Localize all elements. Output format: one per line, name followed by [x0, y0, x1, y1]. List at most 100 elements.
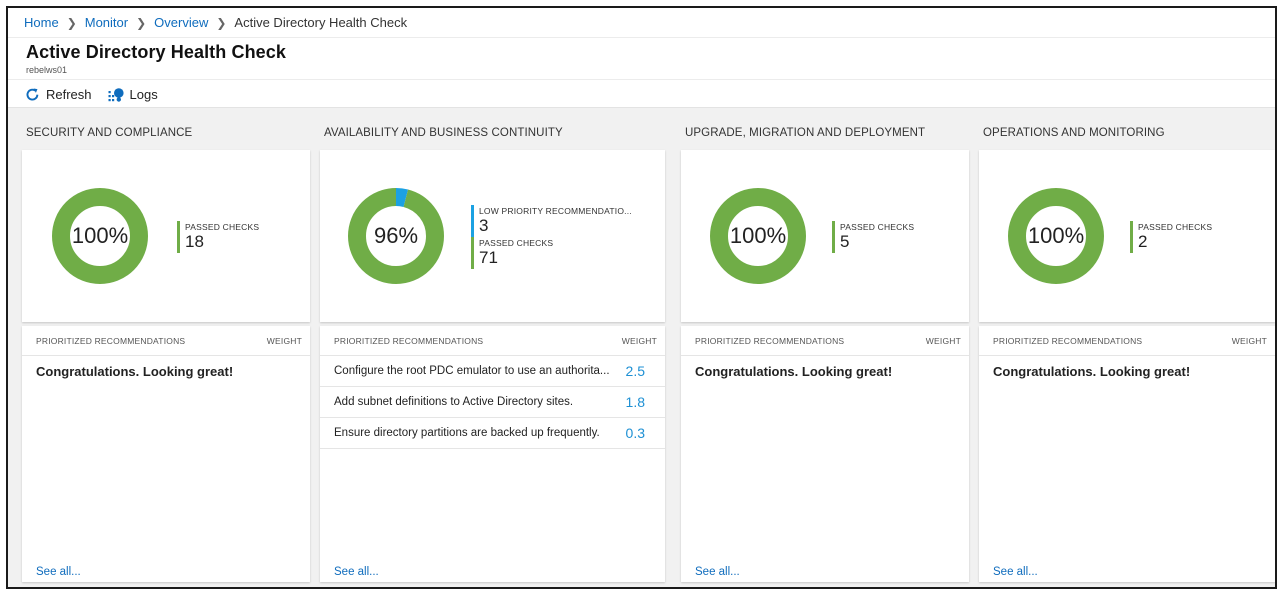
page-subtitle: rebelws01	[26, 65, 68, 75]
recommendation-row[interactable]: Ensure directory partitions are backed u…	[320, 418, 665, 449]
recommendation-text: Add subnet definitions to Active Directo…	[334, 396, 574, 408]
title-block: Active Directory Health Check rebelws01	[8, 38, 1275, 80]
health-sections: SECURITY AND COMPLIANCE 100% PASSED CHEC…	[8, 122, 1275, 587]
toolbar: Refresh Logs	[8, 80, 1275, 108]
app-frame: Home ❯ Monitor ❯ Overview ❯ Active Direc…	[6, 6, 1277, 589]
legend-color-bar	[1130, 221, 1133, 253]
legend-passed-checks: PASSED CHECKS 18	[177, 221, 259, 253]
recommendations-card: PRIORITIZED RECOMMENDATIONS WEIGHT Congr…	[681, 326, 969, 582]
recommendation-text: Ensure directory partitions are backed u…	[334, 427, 600, 439]
congrats-message: Congratulations. Looking great!	[36, 364, 234, 379]
legend-label: LOW PRIORITY RECOMMENDATIO...	[479, 206, 632, 216]
breadcrumb-home[interactable]: Home	[24, 15, 59, 30]
legend-passed-checks: PASSED CHECKS 2	[1130, 221, 1213, 253]
donut-chart	[52, 188, 148, 284]
see-all-link[interactable]: See all...	[334, 566, 379, 578]
recommendation-text: Configure the root PDC emulator to use a…	[334, 365, 610, 377]
rec-header: PRIORITIZED RECOMMENDATIONS WEIGHT	[681, 326, 969, 356]
legend-value: 5	[840, 232, 850, 251]
chevron-right-icon: ❯	[216, 15, 227, 30]
section-title: AVAILABILITY AND BUSINESS CONTINUITY	[324, 127, 563, 139]
recommendation-weight: 1.8	[625, 394, 645, 410]
donut-percent-label: 100%	[729, 223, 787, 248]
donut-percent-label: 100%	[71, 223, 129, 248]
legend-label: PASSED CHECKS	[1138, 222, 1213, 232]
congrats-message: Congratulations. Looking great!	[993, 364, 1191, 379]
legend: PASSED CHECKS 2	[1130, 221, 1213, 253]
recommendation-row[interactable]: Add subnet definitions to Active Directo…	[320, 387, 665, 418]
donut-segment-passed	[348, 188, 444, 284]
rec-header-title: PRIORITIZED RECOMMENDATIONS	[334, 335, 484, 346]
page-title: Active Directory Health Check	[26, 42, 286, 62]
legend-color-bar	[832, 221, 835, 253]
chevron-right-icon: ❯	[136, 15, 147, 30]
refresh-label: Refresh	[46, 86, 92, 102]
recommendation-weight: 2.5	[625, 363, 645, 379]
legend: PASSED CHECKS 18	[177, 221, 259, 253]
summary-card[interactable]: 100% PASSED CHECKS 2	[979, 150, 1275, 322]
rec-header: PRIORITIZED RECOMMENDATIONS WEIGHT	[979, 326, 1275, 356]
breadcrumb-current: Active Directory Health Check	[234, 15, 408, 30]
logs-label: Logs	[129, 86, 158, 102]
legend-value: 71	[479, 248, 498, 267]
summary-card[interactable]: 100% PASSED CHECKS 5	[681, 150, 969, 322]
donut-chart	[1008, 188, 1104, 284]
rec-header-weight: WEIGHT	[621, 335, 657, 346]
section-upgrade-migration: UPGRADE, MIGRATION AND DEPLOYMENT 100% P…	[681, 122, 969, 587]
refresh-icon	[26, 88, 39, 100]
section-title: OPERATIONS AND MONITORING	[983, 127, 1165, 139]
congrats-message: Congratulations. Looking great!	[695, 364, 893, 379]
recommendations-card: PRIORITIZED RECOMMENDATIONS WEIGHT Congr…	[22, 326, 310, 582]
rec-header: PRIORITIZED RECOMMENDATIONS WEIGHT	[22, 326, 310, 356]
legend-color-bar	[471, 237, 474, 269]
see-all-link[interactable]: See all...	[993, 566, 1038, 578]
legend-color-bar	[471, 205, 474, 237]
recommendations-card: PRIORITIZED RECOMMENDATIONS WEIGHT Confi…	[320, 326, 665, 582]
donut-segment-passed	[52, 188, 148, 284]
rec-header: PRIORITIZED RECOMMENDATIONS WEIGHT	[320, 326, 665, 356]
logs-icon	[108, 87, 124, 102]
recommendations-card: PRIORITIZED RECOMMENDATIONS WEIGHT Congr…	[979, 326, 1275, 582]
see-all-link[interactable]: See all...	[695, 566, 740, 578]
breadcrumb-overview[interactable]: Overview	[154, 15, 209, 30]
rec-header-weight: WEIGHT	[266, 335, 302, 346]
donut-chart	[710, 188, 806, 284]
donut-segment-passed	[710, 188, 806, 284]
legend: LOW PRIORITY RECOMMENDATIO... 3 PASSED C…	[471, 205, 632, 269]
refresh-button[interactable]: Refresh	[25, 87, 92, 102]
rec-header-title: PRIORITIZED RECOMMENDATIONS	[695, 335, 845, 346]
logs-button[interactable]: Logs	[108, 87, 158, 102]
legend-passed-checks: PASSED CHECKS 71	[471, 237, 632, 269]
see-all-link[interactable]: See all...	[36, 566, 81, 578]
chevron-right-icon: ❯	[66, 15, 77, 30]
legend-value: 3	[479, 216, 489, 235]
rec-header-title: PRIORITIZED RECOMMENDATIONS	[36, 335, 186, 346]
recommendation-weight: 0.3	[625, 425, 645, 441]
legend-label: PASSED CHECKS	[479, 238, 554, 248]
summary-card[interactable]: 96% LOW PRIORITY RECOMMENDATIO... 3 PASS…	[320, 150, 665, 322]
legend-value: 2	[1138, 232, 1148, 251]
legend-passed-checks: PASSED CHECKS 5	[832, 221, 915, 253]
breadcrumb: Home ❯ Monitor ❯ Overview ❯ Active Direc…	[8, 8, 1275, 38]
section-title: UPGRADE, MIGRATION AND DEPLOYMENT	[685, 127, 926, 139]
rec-header-weight: WEIGHT	[925, 335, 961, 346]
legend-value: 18	[185, 232, 204, 251]
legend-label: PASSED CHECKS	[840, 222, 915, 232]
section-operations-monitoring: OPERATIONS AND MONITORING 100% PASSED CH…	[979, 122, 1275, 587]
legend: PASSED CHECKS 5	[832, 221, 915, 253]
legend-color-bar	[177, 221, 180, 253]
donut-chart	[348, 188, 444, 284]
recommendation-row[interactable]: Configure the root PDC emulator to use a…	[320, 356, 665, 387]
section-availability-continuity: AVAILABILITY AND BUSINESS CONTINUITY 96%…	[320, 122, 665, 587]
section-title: SECURITY AND COMPLIANCE	[26, 127, 193, 139]
breadcrumb-monitor[interactable]: Monitor	[84, 15, 129, 30]
rec-header-weight: WEIGHT	[1231, 335, 1267, 346]
section-security-compliance: SECURITY AND COMPLIANCE 100% PASSED CHEC…	[22, 122, 310, 587]
summary-card[interactable]: 100% PASSED CHECKS 18	[22, 150, 310, 322]
donut-percent-label: 100%	[1027, 223, 1085, 248]
rec-header-title: PRIORITIZED RECOMMENDATIONS	[993, 335, 1143, 346]
donut-percent-label: 96%	[373, 223, 419, 248]
legend-low-priority: LOW PRIORITY RECOMMENDATIO... 3	[471, 205, 632, 237]
header-area: Home ❯ Monitor ❯ Overview ❯ Active Direc…	[8, 8, 1275, 108]
donut-segment-passed	[1008, 188, 1104, 284]
